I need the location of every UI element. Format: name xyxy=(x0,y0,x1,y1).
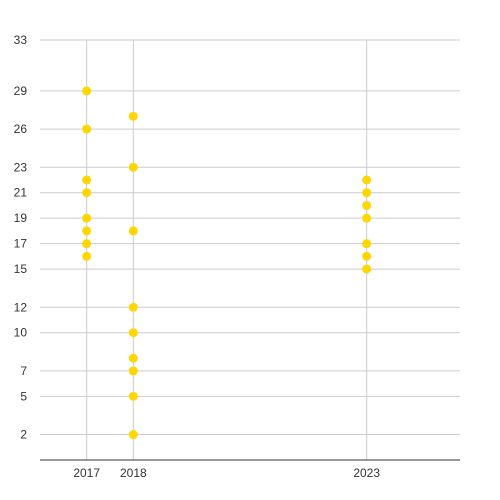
y-tick-label: 26 xyxy=(14,122,28,136)
y-tick-label: 12 xyxy=(14,300,28,314)
data-point xyxy=(82,86,92,96)
data-point xyxy=(82,188,92,198)
data-point xyxy=(128,111,138,121)
vertical-gridlines xyxy=(86,40,368,460)
data-points xyxy=(82,86,372,440)
y-tick-label: 19 xyxy=(14,211,28,225)
x-tick-label: 2017 xyxy=(73,466,100,480)
y-tick-label: 2 xyxy=(20,428,27,442)
data-point xyxy=(128,162,138,172)
data-point xyxy=(362,175,372,185)
data-point xyxy=(128,328,138,338)
data-point xyxy=(128,226,138,236)
y-tick-labels: 2 5 7 10 12 15 17 19 21 23 26 29 33 xyxy=(14,33,28,442)
data-point xyxy=(128,430,138,440)
x-tick-labels: 2017 2018 2023 xyxy=(73,466,380,480)
data-point xyxy=(128,366,138,376)
data-point xyxy=(362,251,372,261)
x-tick-label: 2023 xyxy=(353,466,380,480)
y-tick-label: 7 xyxy=(20,364,27,378)
y-tick-label: 15 xyxy=(14,262,28,276)
data-point xyxy=(128,302,138,312)
y-tick-label: 29 xyxy=(14,84,28,98)
y-tick-label: 23 xyxy=(14,160,28,174)
y-tick-label: 33 xyxy=(14,33,28,47)
data-point xyxy=(82,239,92,249)
y-tick-label: 5 xyxy=(20,389,27,403)
data-point xyxy=(362,200,372,210)
data-point xyxy=(362,188,372,198)
data-point xyxy=(362,264,372,274)
data-point xyxy=(362,213,372,223)
data-point xyxy=(82,175,92,185)
y-tick-label: 21 xyxy=(14,186,28,200)
data-point xyxy=(82,251,92,261)
horizontal-gridlines xyxy=(40,39,460,436)
y-tick-label: 10 xyxy=(14,326,28,340)
data-point xyxy=(362,239,372,249)
data-point xyxy=(82,213,92,223)
x-tick-label: 2018 xyxy=(120,466,147,480)
data-point xyxy=(82,226,92,236)
data-point xyxy=(128,353,138,363)
data-point xyxy=(82,124,92,134)
y-tick-label: 17 xyxy=(14,237,28,251)
data-point xyxy=(128,391,138,401)
